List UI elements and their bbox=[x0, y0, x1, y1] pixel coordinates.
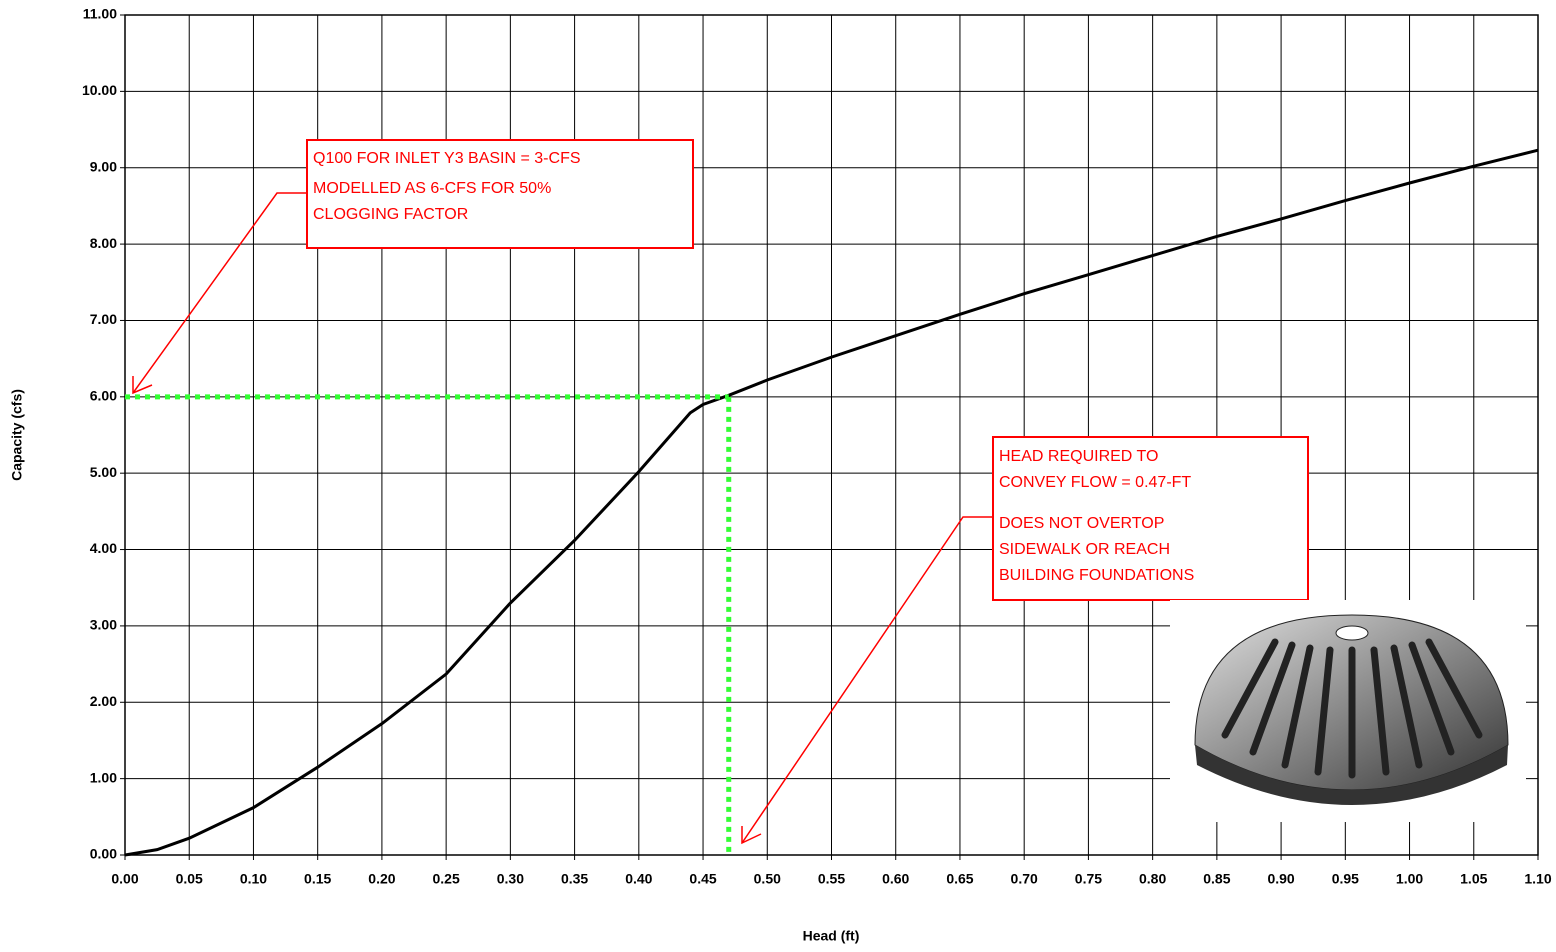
y-tick-label: 4.00 bbox=[90, 540, 117, 556]
x-tick-label: 0.10 bbox=[240, 871, 267, 887]
y-tick-label: 6.00 bbox=[90, 388, 117, 404]
y-tick-label: 2.00 bbox=[90, 693, 117, 709]
x-tick-label: 0.65 bbox=[946, 871, 973, 887]
x-tick-label: 0.35 bbox=[561, 871, 588, 887]
x-axis-title: Head (ft) bbox=[803, 928, 860, 944]
annotation-text: CLOGGING FACTOR bbox=[313, 206, 468, 223]
y-tick-label: 11.00 bbox=[83, 6, 117, 22]
annotation-text: Q100 FOR INLET Y3 BASIN = 3-CFS bbox=[313, 150, 581, 167]
annotation-arrow bbox=[133, 193, 307, 393]
y-tick-label: 8.00 bbox=[90, 235, 117, 251]
y-tick-label: 1.00 bbox=[90, 769, 117, 785]
x-tick-label: 0.70 bbox=[1011, 871, 1038, 887]
y-tick-label: 9.00 bbox=[90, 158, 117, 174]
x-tick-label: 0.60 bbox=[882, 871, 909, 887]
x-tick-label: 0.75 bbox=[1075, 871, 1102, 887]
grate-picture bbox=[1170, 600, 1526, 822]
y-tick-label: 7.00 bbox=[90, 311, 117, 327]
x-tick-label: 0.85 bbox=[1203, 871, 1230, 887]
x-tick-label: 0.90 bbox=[1267, 871, 1294, 887]
annotation-text: BUILDING FOUNDATIONS bbox=[999, 567, 1194, 584]
annotations: Q100 FOR INLET Y3 BASIN = 3-CFS MODELLED … bbox=[133, 140, 1308, 843]
x-tick-label: 1.10 bbox=[1524, 871, 1551, 887]
x-tick-label: 0.05 bbox=[176, 871, 203, 887]
chart: Head (ft) Capacity (cfs) 0.00 0.05 0.10 0.1… bbox=[0, 0, 1556, 952]
x-tick-label: 0.15 bbox=[304, 871, 331, 887]
x-tick-label: 1.00 bbox=[1396, 871, 1423, 887]
x-tick-label: 0.45 bbox=[689, 871, 716, 887]
x-tick-label: 0.55 bbox=[818, 871, 845, 887]
x-tick-label: 0.20 bbox=[368, 871, 395, 887]
y-tick-label: 10.00 bbox=[82, 82, 117, 98]
annotation-text: CONVEY FLOW = 0.47-FT bbox=[999, 474, 1191, 491]
annotation-arrow bbox=[742, 517, 993, 843]
annotation-text: HEAD REQUIRED TO bbox=[999, 448, 1158, 465]
x-tick-label: 0.25 bbox=[433, 871, 460, 887]
y-tick-label: 5.00 bbox=[90, 464, 117, 480]
x-tick-label: 0.95 bbox=[1332, 871, 1359, 887]
x-tick-label: 0.80 bbox=[1139, 871, 1166, 887]
y-tick-label: 3.00 bbox=[90, 617, 117, 633]
x-tick-label: 1.05 bbox=[1460, 871, 1487, 887]
dome-hole bbox=[1336, 626, 1368, 640]
annotation-text: MODELLED AS 6-CFS FOR 50% bbox=[313, 180, 551, 197]
x-tick-label: 0.30 bbox=[497, 871, 524, 887]
x-tick-label: 0.00 bbox=[111, 871, 138, 887]
y-axis-title: Capacity (cfs) bbox=[9, 389, 25, 481]
x-tick-label: 0.40 bbox=[625, 871, 652, 887]
x-tick-label: 0.50 bbox=[754, 871, 781, 887]
annotation-text: DOES NOT OVERTOP bbox=[999, 515, 1164, 532]
annotation-text: SIDEWALK OR REACH bbox=[999, 541, 1170, 558]
y-tick-label: 0.00 bbox=[90, 846, 117, 862]
